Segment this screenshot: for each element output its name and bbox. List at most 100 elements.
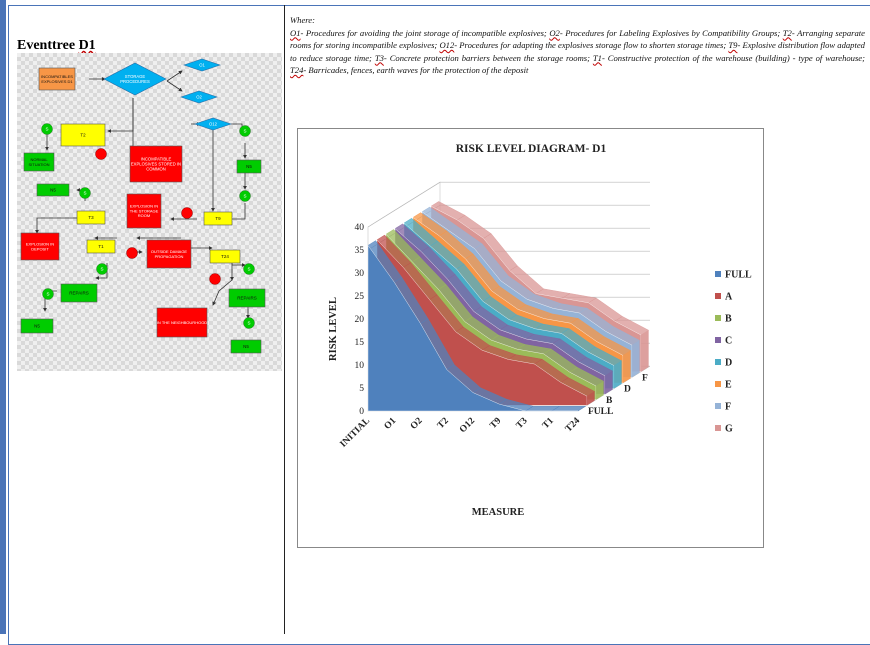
legend-swatch-g (715, 425, 721, 431)
tree-node-t24: T24 (209, 249, 241, 264)
area-front-face (367, 244, 578, 412)
legend-entry-g: G (725, 424, 733, 435)
tree-node-text: PROPAGATION (155, 254, 184, 259)
legend-code-t9: T9 (728, 40, 738, 50)
tree-node-text: N5 (246, 164, 252, 169)
success-label: S (100, 267, 103, 272)
tree-node-text: EXPLOSION IN (130, 204, 158, 209)
y-tick-label: 20 (355, 315, 365, 325)
depth-tick-label: B (606, 396, 613, 406)
depth-tick-label: FULL (588, 407, 613, 417)
legend-where: Where: (290, 15, 315, 25)
x-tick-label: O1 (383, 416, 399, 432)
y-tick-label: 30 (355, 269, 365, 279)
tree-node-n5a: N5 (236, 159, 262, 174)
legend-swatch-d (715, 359, 721, 365)
x-tick-label: O12 (458, 416, 477, 435)
legend-items: O1- Procedures for avoiding the joint st… (290, 28, 865, 76)
success-label: S (243, 129, 246, 134)
legend-swatch-c (715, 337, 721, 343)
tree-connector (166, 80, 183, 92)
legend-code-o1: O1 (290, 27, 301, 38)
tree-decision-text: O2 (196, 95, 202, 100)
legend-swatch-e (715, 381, 721, 387)
success-label: S (45, 127, 48, 132)
legend-entry-a: A (725, 292, 733, 303)
legend-code-t24: T24 (290, 65, 304, 75)
area-end-cap (632, 340, 640, 378)
x-tick-label: T9 (488, 416, 503, 431)
tree-node-text: EXPLOSIVES D1 (41, 79, 73, 84)
page-left-edge (0, 0, 6, 634)
tree-node-text: DEPOSIT (31, 246, 49, 251)
x-tick-label: T24 (564, 416, 582, 434)
event-tree-diagram: INCOMPATIBLES EXPLOSIVES D1 STORAGE PROCEDU… (17, 53, 282, 371)
tree-node-text: SITUATION (28, 162, 49, 167)
success-circle: S (243, 317, 255, 329)
tree-node-text: IN THE NEIGHBOURHOOD (157, 320, 207, 325)
tree-decision-text: PROCEDURES (120, 79, 150, 84)
tree-decision-text: O1 (199, 63, 205, 68)
legend-entry-b: B (725, 314, 732, 325)
legend-entry-full: FULL (725, 270, 752, 281)
tree-node-neighbour: IN THE NEIGHBOURHOOD (156, 307, 208, 338)
x-axis-title: MEASURE (472, 507, 525, 518)
area-end-cap (641, 330, 649, 372)
legend-swatch-b (715, 315, 721, 321)
tree-node-t9: T9 (203, 211, 233, 226)
success-label: S (247, 267, 250, 272)
success-circle: S (239, 190, 251, 202)
y-tick-label: 10 (355, 361, 365, 371)
tree-node-repairs1: REPAIRS (60, 283, 98, 303)
legend-swatch-a (715, 293, 721, 299)
tree-node-text: T2 (80, 133, 86, 138)
legend-code-o12: O12 (439, 40, 455, 50)
y-axis-title: RISK LEVEL (328, 297, 339, 361)
area-end-cap (623, 350, 631, 383)
tree-node-text: THE STORAGE (130, 208, 159, 213)
tree-node-text: EXPLOSIVES STORED IN (131, 161, 181, 166)
abbreviation-legend: Where: O1- Procedures for avoiding the j… (290, 14, 865, 77)
x-tick-label: T1 (541, 416, 556, 431)
success-circle: S (42, 288, 54, 300)
legend-desc-t1: - Constructive protection of the warehou… (601, 52, 865, 63)
area-end-cap (587, 391, 595, 406)
success-label: S (46, 292, 49, 297)
area-end-cap (614, 360, 622, 389)
tree-decision-text: STORAGE (125, 74, 146, 79)
tree-node-text: N5 (34, 324, 40, 329)
tree-node-text: EXPLOSION IN (26, 242, 54, 247)
risk-chart: RISK LEVEL DIAGRAM- D1 0 5 10 15 20 25 30 35 40 IN… (297, 128, 764, 548)
failure-circle (95, 148, 107, 160)
legend-entry-e: E (725, 380, 732, 391)
tree-connector (212, 279, 233, 306)
tree-node-text: NORMAL (30, 157, 48, 162)
y-tick-label: 5 (359, 384, 364, 394)
tree-node-n5d: N5 (230, 339, 262, 354)
area-end-cap (605, 371, 613, 395)
depth-tick-label: F (642, 373, 648, 383)
legend-desc-o2: - Procedures for Labeling Explosives by … (559, 27, 781, 38)
tree-node-t3: T3 (76, 210, 106, 225)
y-tick-label: 35 (355, 246, 365, 256)
tree-node-text: COMMON (146, 167, 166, 172)
title-prefix: Eventtree (17, 38, 76, 53)
gridline (367, 181, 650, 228)
tree-connector (166, 70, 183, 82)
area-end-cap (596, 381, 604, 400)
title-code: D1 (78, 38, 96, 53)
legend-entry-f: F (725, 402, 731, 413)
legend-desc-t2: - Arranging separate rooms for storing i… (290, 27, 865, 51)
depth-tick-label: D (624, 385, 631, 395)
tree-decision-o12: O12 (194, 117, 232, 131)
tree-node-text: N5 (243, 344, 249, 349)
tree-node-t1: T1 (86, 239, 116, 254)
x-tick-label: T3 (515, 416, 530, 431)
tree-node-text: REPAIRS (237, 296, 256, 301)
success-circle: S (79, 187, 91, 199)
success-circle: S (96, 263, 108, 275)
tree-node-text: ROOM (138, 213, 150, 218)
success-label: S (247, 321, 250, 326)
